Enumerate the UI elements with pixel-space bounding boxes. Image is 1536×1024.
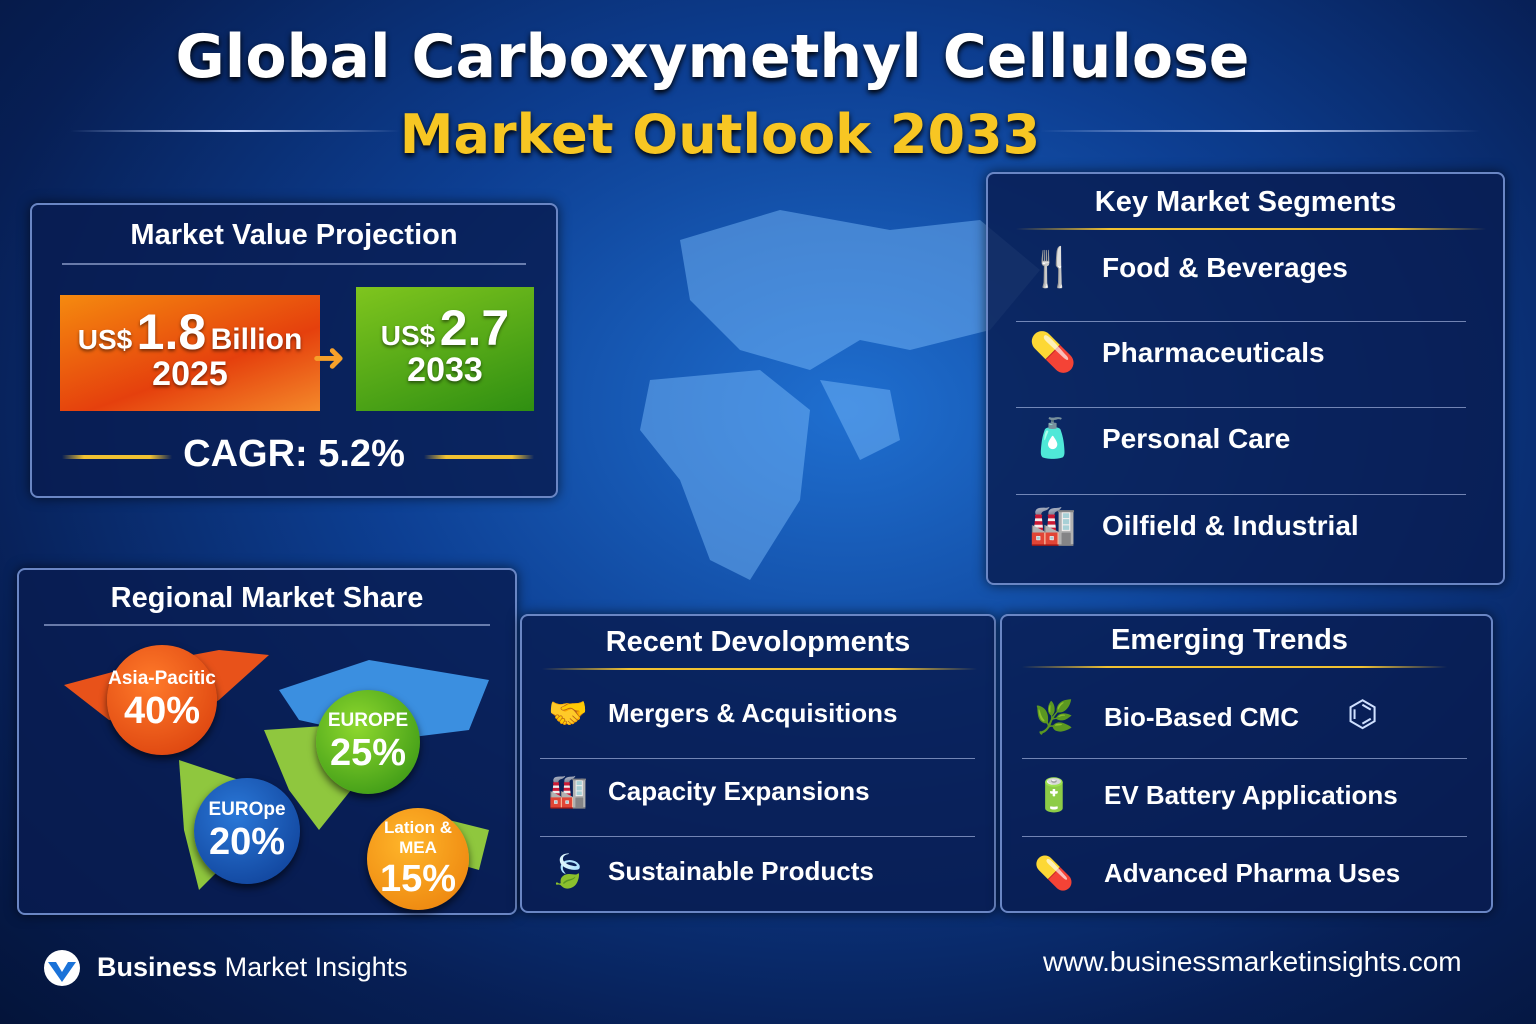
market-value-panel: Market Value Projection US$ 1.8 Billion …	[30, 203, 558, 498]
arrow-right-icon: ➜	[312, 335, 346, 381]
segment-personal-care: 🧴 Personal Care	[1018, 417, 1290, 461]
panel-heading: Emerging Trends	[1111, 624, 1348, 656]
segment-label: Personal Care	[1102, 423, 1291, 454]
unit: Billion	[210, 323, 303, 356]
region-value: 20%	[208, 820, 286, 863]
divider	[1016, 494, 1466, 495]
currency: US$	[380, 320, 436, 351]
trend-label: EV Battery Applications	[1104, 779, 1398, 810]
title-divider-left	[70, 130, 400, 132]
region-label: EUROpe	[208, 798, 286, 820]
divider	[1022, 758, 1467, 759]
region-value: 40%	[123, 689, 201, 732]
trend-label: Bio-Based CMC	[1104, 701, 1300, 732]
regional-share-panel: Regional Market Share Asia-Pacitic 40% EU…	[17, 568, 517, 915]
brand-logo	[40, 948, 84, 988]
region-value: 15%	[379, 857, 457, 900]
segment-label: Oilfield & Industrial	[1102, 510, 1359, 541]
segment-label: Food & Beverages	[1102, 252, 1348, 283]
ev-battery-icon: 🔋	[1034, 777, 1074, 813]
region-value: 25%	[329, 731, 407, 774]
region-bubble-asia-pacific: Asia-Pacitic 40%	[107, 645, 217, 755]
divider	[540, 836, 975, 837]
panel-heading: Regional Market Share	[110, 582, 424, 614]
currency: US$	[77, 324, 133, 355]
segment-pharmaceuticals: 💊 Pharmaceuticals	[1018, 331, 1325, 375]
factory-icon: 🏭	[548, 773, 588, 809]
trend-label: Advanced Pharma Uses	[1104, 857, 1401, 888]
development-label: Mergers & Acquisitions	[608, 697, 898, 728]
region-bubble-europe-2: EUROpe 20%	[194, 778, 300, 884]
segment-food-beverages: 🍴 Food & Beverages	[1018, 246, 1348, 290]
brand-rest: Market Insights	[224, 952, 408, 982]
cagr-label: CAGR: 5.2%	[183, 433, 405, 475]
trend-bio-based: 🌿 Bio-Based CMC	[1022, 698, 1299, 736]
fork-drop-icon: 🍴	[1029, 247, 1077, 289]
divider	[540, 758, 975, 759]
world-map-background	[640, 210, 1040, 580]
oil-rig-icon: 🏭	[1029, 505, 1077, 547]
value: 1.8	[136, 304, 207, 360]
value-2025-box: US$ 1.8 Billion 2025	[60, 295, 320, 411]
divider	[1022, 836, 1467, 837]
leaf-icon: 🍃	[548, 853, 588, 889]
divider	[1016, 228, 1486, 230]
brand-name: Business Market Insights	[97, 952, 408, 983]
development-label: Sustainable Products	[608, 855, 874, 886]
divider	[1016, 321, 1466, 322]
divider	[44, 624, 490, 626]
development-label: Capacity Expansions	[608, 775, 870, 806]
divider	[1016, 407, 1466, 408]
capsule-icon: 💊	[1034, 855, 1074, 891]
region-label: Lation & MEA	[384, 817, 452, 857]
leaf-bottle-icon: 🌿	[1034, 699, 1074, 735]
divider	[542, 668, 977, 670]
divider	[62, 263, 526, 265]
panel-heading: Key Market Segments	[1094, 186, 1397, 218]
panel-heading: Recent Devolopments	[605, 626, 911, 658]
title-divider-right	[1040, 130, 1480, 132]
panel-heading: Market Value Projection	[130, 219, 458, 251]
brand-bold: Business	[97, 952, 218, 982]
divider	[1022, 666, 1447, 668]
development-sustainable: 🍃 Sustainable Products	[538, 852, 874, 890]
cagr-line-left	[62, 455, 172, 459]
website-url[interactable]: www.businessmarketinsights.com	[1043, 946, 1462, 977]
segment-oilfield-industrial: 🏭 Oilfield & Industrial	[1018, 504, 1359, 548]
trend-ev-battery: 🔋 EV Battery Applications	[1022, 776, 1398, 814]
key-segments-panel: Key Market Segments 🍴 Food & Beverages 💊 P…	[986, 172, 1505, 585]
development-mergers: 🤝 Mergers & Acquisitions	[538, 694, 897, 732]
region-label: EUROPE	[327, 709, 409, 731]
value: 2.7	[439, 300, 510, 356]
region-label: Asia-Pacitic	[108, 667, 216, 689]
region-bubble-latin-mea: Lation & MEA 15%	[367, 808, 469, 910]
recent-developments-panel: Recent Devolopments 🤝 Mergers & Acquisiti…	[520, 614, 996, 913]
trend-advanced-pharma: 💊 Advanced Pharma Uses	[1022, 854, 1400, 892]
handshake-icon: 🤝	[548, 695, 588, 731]
value-2033-box: US$ 2.7 2033	[356, 287, 534, 411]
molecule-icon: ⌬	[1347, 694, 1379, 735]
region-bubble-europe: EUROPE 25%	[316, 690, 420, 794]
year: 2033	[407, 351, 483, 389]
title-line-1: Global Carboxymethyl Cellulose	[175, 22, 1250, 92]
segment-label: Pharmaceuticals	[1102, 337, 1325, 368]
cagr-line-right	[424, 455, 534, 459]
year: 2025	[152, 355, 228, 393]
emerging-trends-panel: Emerging Trends 🌿 Bio-Based CMC ⌬ 🔋 EV Bat…	[1000, 614, 1493, 913]
cosmetic-bottles-icon: 🧴	[1029, 418, 1077, 460]
development-capacity: 🏭 Capacity Expansions	[538, 772, 870, 810]
title-line-2: Market Outlook 2033	[399, 103, 1041, 166]
pill-bottle-icon: 💊	[1029, 332, 1077, 374]
